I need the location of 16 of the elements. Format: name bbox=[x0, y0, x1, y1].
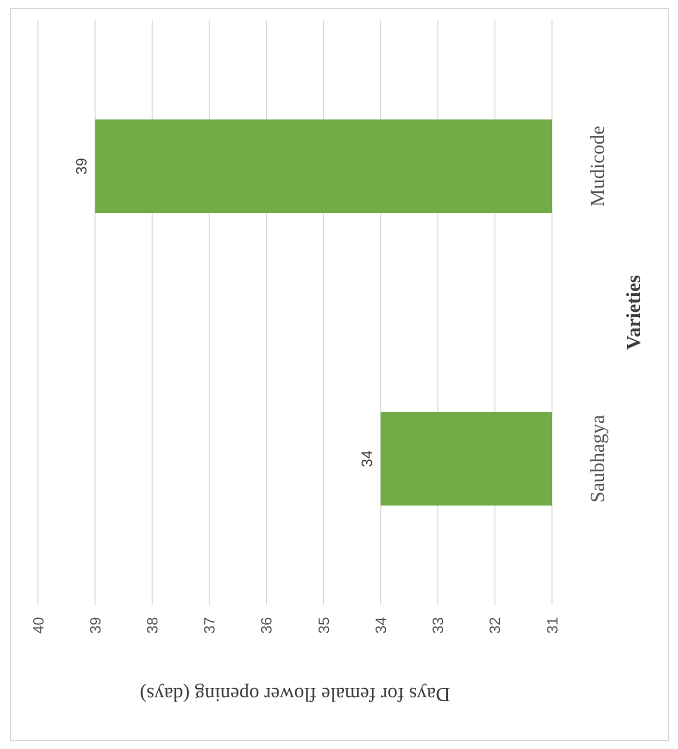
x-tick-label: 35 bbox=[316, 617, 333, 634]
y-axis-title: Varieties bbox=[623, 274, 645, 350]
x-tick-label: 40 bbox=[30, 617, 48, 634]
x-tick-label: 33 bbox=[430, 617, 448, 634]
data-label: 34 bbox=[358, 450, 376, 468]
x-axis-title: Days for female flower opening (days) bbox=[140, 683, 450, 705]
data-label: 39 bbox=[73, 158, 90, 175]
y-tick-label: Saubhagya bbox=[587, 414, 609, 503]
x-tick-label: 31 bbox=[544, 617, 562, 634]
x-tick-label: 38 bbox=[144, 617, 162, 634]
x-tick-label: 36 bbox=[258, 617, 276, 634]
x-tick-label: 37 bbox=[202, 617, 219, 634]
x-tick-label: 39 bbox=[87, 617, 104, 634]
x-tick-label: 32 bbox=[487, 617, 504, 634]
y-tick-label: Mudicode bbox=[587, 126, 609, 207]
x-tick-label: 34 bbox=[372, 617, 390, 634]
